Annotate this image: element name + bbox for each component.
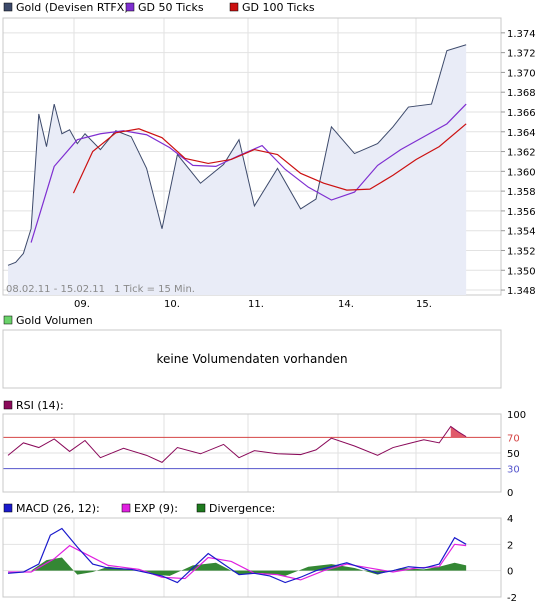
macd-y-tick-label: 2 [507,540,513,551]
price-y-tick-label: 1.374 [507,29,536,40]
price-series-gold [7,44,467,266]
price-y-tick-label: 1.370 [507,68,536,79]
price-y-tick-label: 1.364 [507,128,536,139]
macd-y-ticks: 4 2 0 -2 [507,514,517,604]
legend-label-gd50: GD 50 Ticks [138,1,204,14]
macd-y-tick-label: 4 [507,514,513,525]
rsi-y-tick-label: 70 [507,433,520,444]
rsi-grid [3,414,501,492]
rsi-plot [7,425,467,463]
tick-info-label: 1 Tick = 15 Min. [114,284,195,295]
price-y-tick-label: 1.352 [507,246,536,257]
macd-series-exp [8,543,467,581]
price-y-ticks: 1.374 1.372 1.370 1.368 1.366 1.364 1.362 1.360… [501,29,536,297]
price-x-tick-label: 09. [74,299,90,310]
volume-legend: Gold Volumen [3,314,93,327]
rsi-y-tick-label: 0 [507,488,513,499]
legend-swatch-exp [121,503,131,513]
legend-swatch-macd [3,503,13,513]
price-x-ticks: 09. 10. 11. 14. 15. [74,299,432,310]
legend-label-gold: Gold (Devisen RTFX) [16,1,129,14]
legend-label-volume: Gold Volumen [16,314,93,327]
legend-swatch-gd100 [229,2,239,12]
legend-label-macd: MACD (26, 12): [16,502,100,515]
legend-swatch-gd50 [125,2,135,12]
rsi-y-tick-label: 100 [507,410,526,421]
rsi-frame [2,413,502,493]
price-y-tick-label: 1.360 [507,167,536,178]
price-y-tick-label: 1.348 [507,286,536,297]
price-y-tick-label: 1.356 [507,207,536,218]
legend-swatch-divergence [196,503,206,513]
macd-legend: MACD (26, 12): EXP (9): Divergence: [3,502,275,515]
price-y-tick-label: 1.354 [507,227,536,238]
volume-frame [2,329,502,389]
price-legend: Gold (Devisen RTFX) GD 50 Ticks GD 100 T… [3,1,315,14]
price-x-tick-label: 14. [338,299,354,310]
price-y-tick-label: 1.362 [507,148,536,159]
price-y-tick-label: 1.350 [507,266,536,277]
price-y-tick-label: 1.366 [507,108,536,119]
legend-swatch-rsi [3,400,13,410]
price-y-tick-label: 1.358 [507,187,536,198]
legend-label-divergence: Divergence: [209,502,275,515]
macd-y-tick-label: -2 [507,593,517,604]
macd-y-tick-label: 0 [507,567,513,578]
legend-swatch-volume [3,315,13,325]
date-range-label: 08.02.11 - 15.02.11 [6,284,105,295]
legend-label-exp: EXP (9): [134,502,178,515]
macd-frame [2,517,502,598]
legend-swatch-gold [3,2,13,12]
macd-grid [3,517,501,598]
rsi-legend: RSI (14): [3,399,64,412]
macd-plot [7,527,467,584]
price-series-gd100 [72,123,467,194]
price-y-tick-label: 1.372 [507,49,536,60]
price-plot [7,44,467,296]
rsi-series [7,425,467,463]
price-x-tick-label: 11. [248,299,264,310]
legend-label-rsi: RSI (14): [16,399,64,412]
macd-series-macd [7,527,467,584]
rsi-y-tick-label: 50 [507,449,520,460]
legend-label-gd100: GD 100 Ticks [242,1,315,14]
rsi-y-tick-label: 30 [507,465,520,476]
price-x-tick-label: 10. [164,299,180,310]
no-volume-message: keine Volumendaten vorhanden [156,352,347,366]
price-x-tick-label: 15. [416,299,432,310]
rsi-y-ticks: 100 70 50 30 0 [507,410,526,499]
price-series-gd50 [30,103,467,243]
price-y-tick-label: 1.368 [507,88,536,99]
price-area [8,44,467,296]
